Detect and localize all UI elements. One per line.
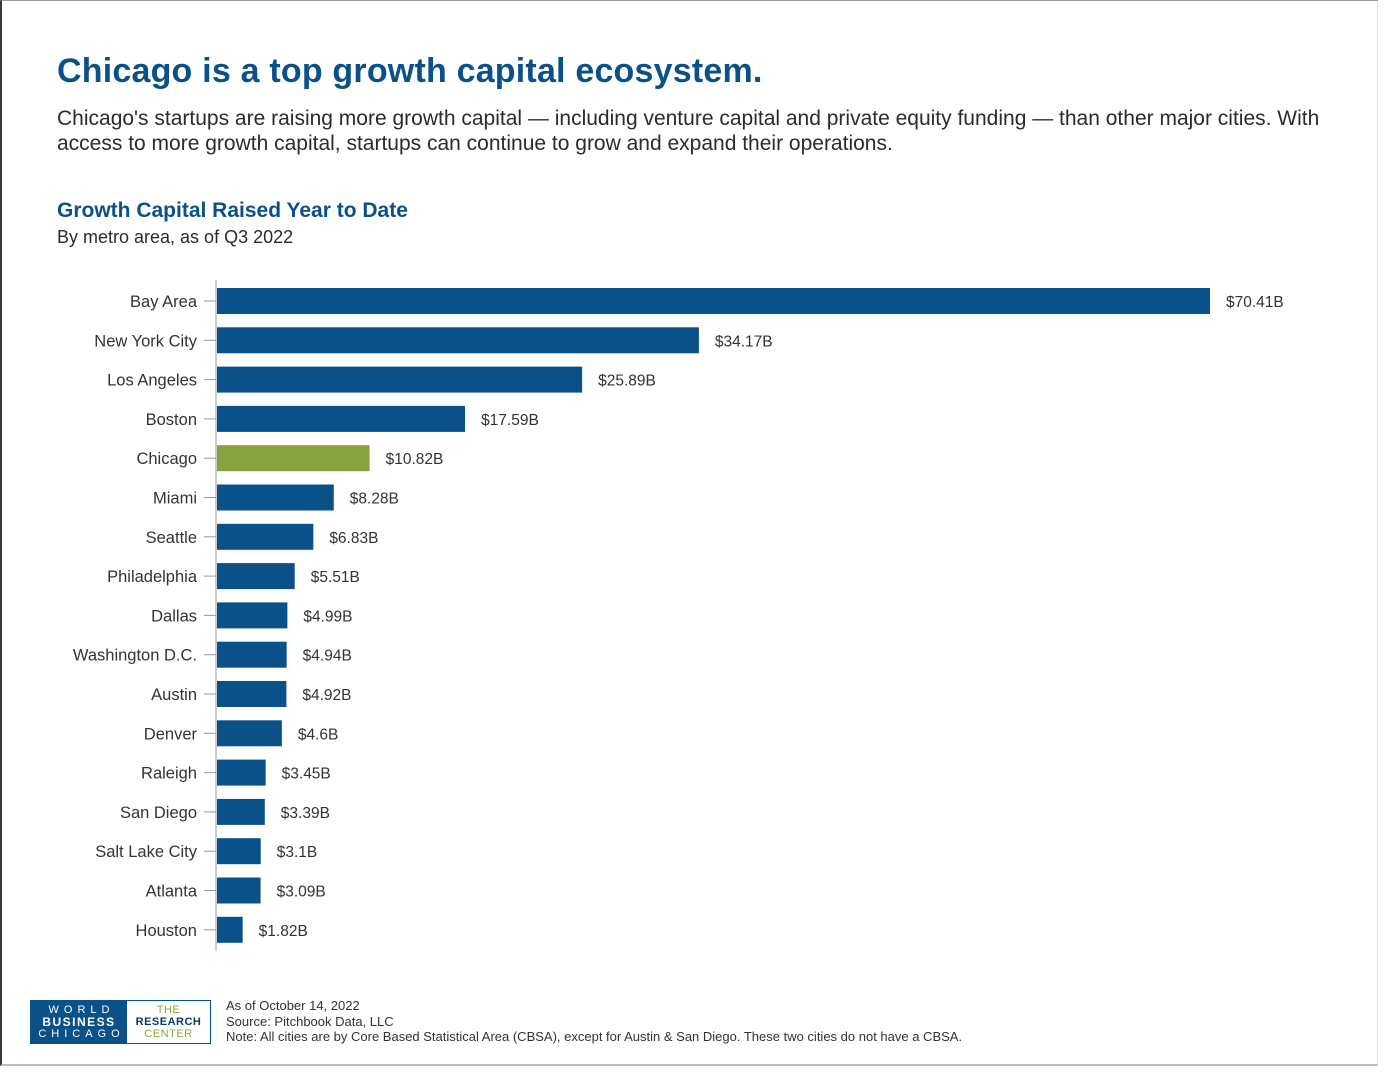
category-label-los-angeles: Los Angeles bbox=[107, 372, 197, 390]
value-label-denver: $4.6B bbox=[298, 726, 339, 743]
logo-wordmark: WORLD BUSINESS CHICAGO bbox=[31, 1001, 127, 1043]
value-label-san-diego: $3.39B bbox=[281, 805, 330, 822]
bar-austin bbox=[217, 681, 287, 707]
value-label-atlanta: $3.09B bbox=[277, 884, 326, 901]
bar-raleigh bbox=[217, 759, 266, 786]
bar-seattle bbox=[217, 523, 314, 550]
value-label-bay-area: $70.41B bbox=[1226, 294, 1284, 311]
value-label-dallas: $4.99B bbox=[303, 608, 352, 625]
bar-boston bbox=[217, 405, 466, 432]
bar-san-diego bbox=[217, 798, 265, 825]
category-label-san-diego: San Diego bbox=[120, 804, 197, 822]
bar-washington-d-c bbox=[217, 641, 287, 668]
world-business-chicago-logo: WORLD BUSINESS CHICAGO THE RESEARCH CENT… bbox=[30, 1000, 211, 1044]
bar-dallas bbox=[217, 602, 288, 629]
category-label-miami: Miami bbox=[153, 490, 197, 508]
value-label-houston: $1.82B bbox=[259, 923, 308, 940]
bar-chicago bbox=[217, 445, 370, 472]
value-label-boston: $17.59B bbox=[481, 412, 539, 429]
bar-los-angeles bbox=[217, 366, 583, 393]
category-label-salt-lake-city: Salt Lake City bbox=[95, 843, 198, 861]
research-center-badge: THE RESEARCH CENTER bbox=[127, 1001, 210, 1043]
as-of-date: As of October 14, 2022 bbox=[226, 998, 360, 1013]
value-label-seattle: $6.83B bbox=[329, 530, 378, 547]
category-label-new-york-city: New York City bbox=[94, 332, 197, 350]
footnotes: As of October 14, 2022 Source: Pitchbook… bbox=[226, 998, 962, 1045]
source-note: Source: Pitchbook Data, LLC bbox=[226, 1013, 394, 1029]
value-label-raleigh: $3.45B bbox=[282, 766, 331, 783]
value-label-los-angeles: $25.89B bbox=[598, 373, 656, 390]
badge-line-3: CENTER bbox=[144, 1028, 193, 1040]
value-label-washington-d-c: $4.94B bbox=[303, 648, 352, 665]
bar-philadelphia bbox=[217, 563, 295, 590]
logo-line-2: BUSINESS bbox=[42, 1015, 116, 1029]
badge-line-1: THE bbox=[156, 1004, 181, 1016]
category-label-denver: Denver bbox=[144, 725, 198, 743]
bar-chart: Bay Area $70.41B New York City $34.17B Los A… bbox=[73, 280, 1284, 951]
bar-atlanta bbox=[217, 877, 261, 904]
category-label-atlanta: Atlanta bbox=[146, 883, 198, 901]
category-label-boston: Boston bbox=[146, 411, 197, 429]
value-label-miami: $8.28B bbox=[350, 491, 399, 508]
logo-line-1: WORLD bbox=[48, 1004, 115, 1016]
category-label-raleigh: Raleigh bbox=[141, 765, 197, 783]
value-label-chicago: $10.82B bbox=[386, 451, 444, 468]
bar-bay-area bbox=[217, 288, 1210, 314]
value-label-austin: $4.92B bbox=[302, 687, 351, 704]
category-label-austin: Austin bbox=[151, 686, 197, 704]
category-label-chicago: Chicago bbox=[136, 450, 197, 468]
category-label-houston: Houston bbox=[136, 922, 197, 940]
page-headline: Chicago is a top growth capital ecosyste… bbox=[57, 52, 763, 90]
category-label-seattle: Seattle bbox=[146, 529, 197, 547]
bar-houston bbox=[217, 916, 243, 943]
category-label-washington-d-c: Washington D.C. bbox=[73, 647, 197, 665]
value-label-salt-lake-city: $3.1B bbox=[277, 844, 318, 861]
chart-title: Growth Capital Raised Year to Date bbox=[57, 199, 408, 222]
badge-line-2: RESEARCH bbox=[135, 1016, 202, 1028]
bar-miami bbox=[217, 484, 334, 511]
bar-denver bbox=[217, 720, 282, 747]
chart-subtitle: By metro area, as of Q3 2022 bbox=[57, 227, 294, 247]
value-label-new-york-city: $34.17B bbox=[715, 333, 773, 350]
logo-line-3: CHICAGO bbox=[38, 1028, 125, 1040]
intro-paragraph: Chicago's startups are raising more grow… bbox=[57, 107, 1320, 155]
category-label-bay-area: Bay Area bbox=[130, 293, 198, 311]
methodology-note: Note: All cities are by Core Based Stati… bbox=[226, 1029, 963, 1044]
bar-salt-lake-city bbox=[217, 838, 261, 865]
bar-new-york-city bbox=[217, 327, 699, 354]
category-label-dallas: Dallas bbox=[151, 607, 197, 625]
category-label-philadelphia: Philadelphia bbox=[107, 568, 198, 586]
value-label-philadelphia: $5.51B bbox=[311, 569, 360, 586]
